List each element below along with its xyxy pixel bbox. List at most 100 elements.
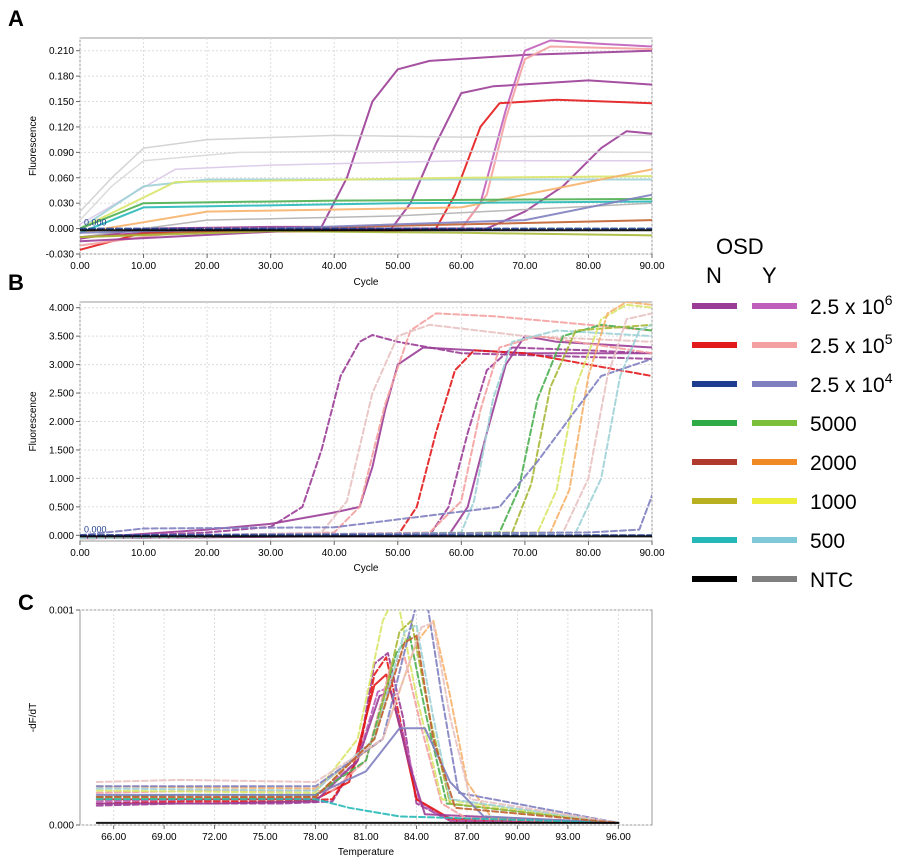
legend-swatch-n xyxy=(692,303,737,309)
series-line xyxy=(80,494,652,537)
series-line xyxy=(80,175,652,230)
y-tick-label: 2.500 xyxy=(49,389,74,400)
series-line xyxy=(95,619,620,824)
legend-label: 1000 xyxy=(810,491,857,514)
x-tick-label: 75.00 xyxy=(253,832,278,843)
series-line xyxy=(80,168,652,234)
series-line xyxy=(80,230,652,239)
y-tick-label: 1.500 xyxy=(49,445,74,456)
y-tick-label: 0.000 xyxy=(49,224,74,235)
legend-swatch-y xyxy=(752,381,797,387)
chart-a: 0.00 10.00 20.00 30.00 40.00 50.00 60.00 70.00 8… xyxy=(28,37,665,288)
x-tick-label: 70.00 xyxy=(512,261,537,272)
x-tick-label: 40.00 xyxy=(322,548,347,559)
series-line xyxy=(80,149,652,221)
x-axis-label: Cycle xyxy=(353,277,378,288)
series-line xyxy=(80,357,652,537)
series-line xyxy=(80,335,652,540)
x-tick-label: 90.00 xyxy=(639,548,664,559)
x-tick-label: 40.00 xyxy=(322,261,347,272)
x-tick-label: 80.00 xyxy=(576,548,601,559)
y-axis-label: -dF/dT xyxy=(28,703,39,732)
y-tick-label: 4.000 xyxy=(49,303,74,314)
legend-label-exponent: 5 xyxy=(885,331,893,347)
legend-label-exponent: 4 xyxy=(885,370,893,386)
y-tick-label: 0.060 xyxy=(49,173,74,184)
legend-swatch-y xyxy=(752,303,797,309)
legend-swatch-y xyxy=(752,537,797,543)
legend-label: 5000 xyxy=(810,413,857,436)
x-tick-label: 20.00 xyxy=(195,261,220,272)
series-line xyxy=(80,334,652,540)
x-tick-label: 87.00 xyxy=(454,832,479,843)
y-tick-label: -0.030 xyxy=(46,250,75,261)
y-tick-label: 0.000 xyxy=(49,531,74,542)
legend-swatch-y xyxy=(752,459,797,465)
series-line xyxy=(95,634,620,824)
series-group xyxy=(80,302,652,540)
x-tick-label: 50.00 xyxy=(385,261,410,272)
legend-label-exponent: 6 xyxy=(885,292,893,308)
plot-area xyxy=(79,37,653,255)
y-tick-label: 0.090 xyxy=(49,148,74,159)
y-tick-label: 0.030 xyxy=(49,199,74,210)
legend-swatch-y xyxy=(752,420,797,426)
legend-label: NTC xyxy=(810,569,853,592)
series-line xyxy=(95,610,620,824)
x-tick-label: 0.00 xyxy=(70,261,90,272)
x-tick-label: 93.00 xyxy=(555,832,580,843)
legend-label-text: 1000 xyxy=(810,491,857,514)
x-tick-label: 84.00 xyxy=(404,832,429,843)
legend-title: OSD xyxy=(716,234,764,259)
legend-label: 2.5 x 106 xyxy=(810,292,893,319)
legend-label: 500 xyxy=(810,530,845,553)
x-axis-label: Cycle xyxy=(353,563,378,574)
legend-label-text: NTC xyxy=(810,569,853,592)
chart-c: 66.00 69.00 72.00 75.00 78.00 81.00 84.00 87.00… xyxy=(28,606,653,857)
panel-letter-c: C xyxy=(18,590,34,615)
panel-letter-b: B xyxy=(8,270,24,295)
legend-swatch-n xyxy=(692,576,737,582)
legend-label: 2.5 x 105 xyxy=(810,331,893,358)
series-group xyxy=(95,610,620,824)
series-line xyxy=(80,134,652,213)
y-tick-label: 3.500 xyxy=(49,332,74,343)
x-tick-label: 81.00 xyxy=(353,832,378,843)
x-tick-label: 96.00 xyxy=(606,832,631,843)
series-line xyxy=(80,312,652,540)
legend-swatch-n xyxy=(692,459,737,465)
x-tick-label: 72.00 xyxy=(202,832,227,843)
x-tick-label: 60.00 xyxy=(449,548,474,559)
y-tick-label: 0.000 xyxy=(49,821,74,832)
x-axis-label: Temperature xyxy=(338,847,395,857)
series-line xyxy=(95,690,620,824)
x-tick-label: 60.00 xyxy=(449,261,474,272)
legend-label-text: 2000 xyxy=(810,452,857,475)
legend-swatch-n xyxy=(692,420,737,426)
series-line xyxy=(80,346,652,540)
x-tick-label: 70.00 xyxy=(512,548,537,559)
threshold-label: 0.000 xyxy=(84,524,107,534)
y-tick-label: 0.180 xyxy=(49,72,74,83)
series-line xyxy=(80,349,652,540)
x-tick-label: 10.00 xyxy=(131,548,156,559)
x-tick-label: 66.00 xyxy=(101,832,126,843)
legend-swatch-n xyxy=(692,537,737,543)
legend-col-n: N xyxy=(706,263,722,288)
y-tick-label: 3.000 xyxy=(49,360,74,371)
series-line xyxy=(80,197,652,230)
y-tick-label: 1.000 xyxy=(49,474,74,485)
legend-label-text: 5000 xyxy=(810,413,857,436)
series-group xyxy=(80,39,652,251)
legend-swatch-y xyxy=(752,498,797,504)
legend-swatch-n xyxy=(692,342,737,348)
legend-label: 2.5 x 104 xyxy=(810,370,893,397)
x-tick-label: 80.00 xyxy=(576,261,601,272)
series-line xyxy=(95,621,620,824)
x-tick-label: 50.00 xyxy=(385,548,410,559)
y-tick-label: 0.150 xyxy=(49,97,74,108)
chart-b: 0.00 10.00 20.00 30.00 40.00 50.00 60.00 70.00 8… xyxy=(28,301,665,574)
y-tick-label: 2.000 xyxy=(49,417,74,428)
